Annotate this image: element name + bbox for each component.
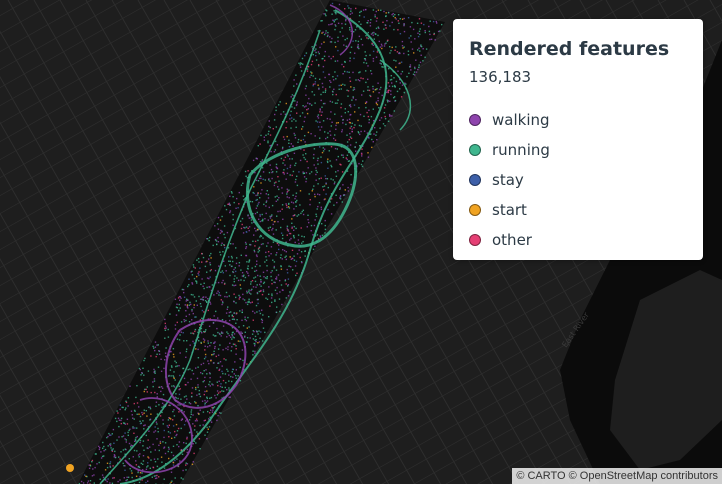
stay-dot-icon [469,174,481,186]
legend-item-running: running [469,135,687,165]
activity-path [329,4,354,56]
legend-title: Rendered features [469,38,670,60]
legend-item-other: other [469,225,687,255]
activity-path [99,29,321,484]
start-marker [66,464,74,472]
island-land [610,270,722,470]
activity-path [164,319,247,409]
park-area [78,0,445,484]
legend-label: running [492,141,550,159]
feature-count: 136,183 [469,68,532,86]
legend-label: start [492,201,527,219]
legend-label: other [492,231,532,249]
other-dot-icon [469,234,481,246]
legend-item-start: start [469,195,687,225]
start-dot-icon [469,204,481,216]
activity-paths [99,4,411,484]
legend-item-walking: walking [469,105,687,135]
walking-dot-icon [469,114,481,126]
legend-list: walking running stay start other [469,105,687,255]
activity-path [124,397,193,474]
legend-panel: Rendered features 136,183 walking runnin… [453,19,703,260]
activity-path [245,142,358,248]
map-attribution[interactable]: © CARTO © OpenStreetMap contributors [512,468,722,484]
running-dot-icon [469,144,481,156]
legend-label: stay [492,171,524,189]
legend-label: walking [492,111,550,129]
activity-path [379,59,411,131]
legend-item-stay: stay [469,165,687,195]
